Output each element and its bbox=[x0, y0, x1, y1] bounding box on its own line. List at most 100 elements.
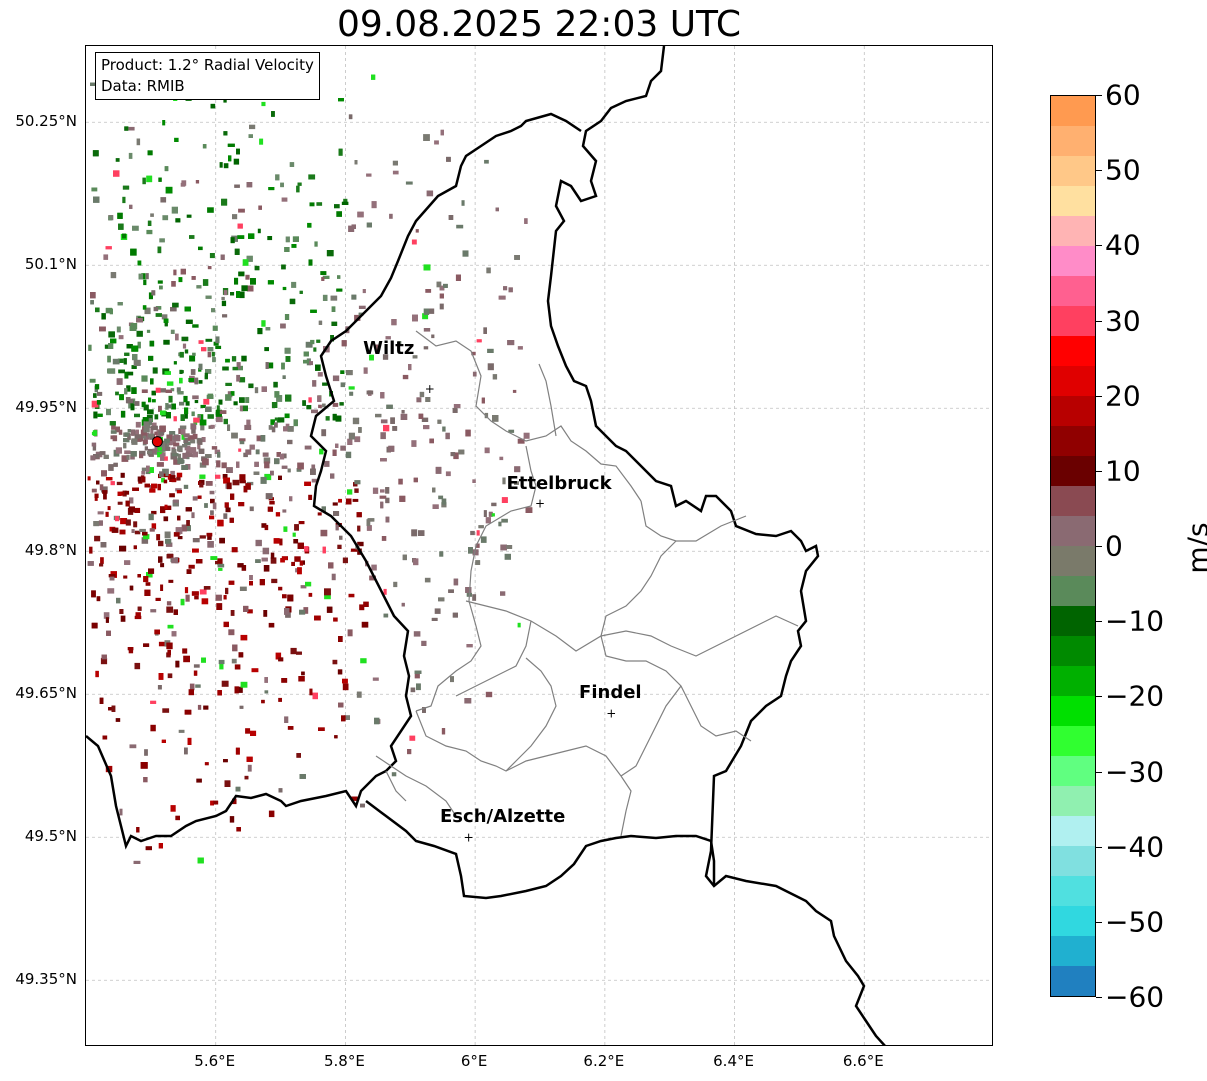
radar-echo-cell bbox=[483, 510, 487, 517]
radar-echo-cell bbox=[341, 201, 349, 205]
radar-echo-cell bbox=[472, 549, 479, 556]
radar-echo-cell bbox=[200, 404, 206, 408]
lon-tick-label: 6°E bbox=[460, 1052, 488, 1070]
radar-echo-cell bbox=[136, 317, 143, 323]
radar-echo-cell bbox=[127, 429, 131, 433]
radar-echo-cell bbox=[103, 492, 107, 500]
radar-echo-cell bbox=[134, 530, 141, 535]
radar-echo-cell bbox=[129, 325, 137, 331]
radar-echo-cell bbox=[275, 174, 280, 181]
radar-echo-cell bbox=[93, 411, 98, 419]
radar-echo-cell bbox=[164, 166, 169, 172]
radar-echo-cell bbox=[93, 196, 100, 203]
radar-echo-cell bbox=[90, 300, 94, 305]
radar-echo-cell bbox=[285, 236, 290, 243]
radar-echo-cell bbox=[162, 442, 166, 449]
map-title: 09.08.2025 22:03 UTC bbox=[336, 4, 742, 45]
radar-echo-cell bbox=[141, 471, 145, 475]
radar-echo-cell bbox=[159, 285, 163, 290]
radar-echo-cell bbox=[254, 387, 259, 394]
radar-echo-cell bbox=[514, 255, 520, 260]
radar-echo-cell bbox=[207, 536, 212, 540]
radar-echo-cell bbox=[301, 671, 305, 676]
radar-echo-cell bbox=[151, 422, 157, 429]
radar-echo-cell bbox=[205, 369, 212, 374]
radar-echo-cell bbox=[100, 657, 108, 665]
radar-echo-cell bbox=[239, 291, 245, 299]
radar-echo-cell bbox=[296, 753, 301, 758]
radar-echo-cell bbox=[108, 464, 114, 471]
radar-echo-cell bbox=[144, 589, 151, 596]
radar-echo-cell bbox=[347, 438, 353, 445]
radar-echo-cell bbox=[259, 138, 264, 145]
radar-echo-cell bbox=[235, 786, 241, 792]
radar-echo-cell bbox=[223, 131, 228, 136]
radar-echo-cell bbox=[245, 449, 252, 455]
radar-echo-cell bbox=[445, 471, 451, 477]
radar-echo-cell bbox=[213, 341, 219, 346]
radar-echo-cell bbox=[201, 657, 206, 663]
radar-echo-cell bbox=[234, 248, 240, 255]
radar-echo-cell bbox=[388, 445, 395, 452]
radar-echo-cell bbox=[374, 344, 379, 351]
radar-echo-cell bbox=[150, 700, 157, 704]
radar-echo-cell bbox=[182, 648, 188, 654]
radar-echo-cell bbox=[231, 356, 237, 362]
radar-echo-cell bbox=[141, 467, 147, 472]
radar-echo-cell bbox=[401, 410, 405, 414]
radar-echo-cell bbox=[261, 386, 267, 392]
radar-echo-cell bbox=[501, 518, 508, 523]
radar-echo-cell bbox=[348, 593, 355, 598]
radar-echo-cell bbox=[133, 359, 141, 366]
radar-echo-cell bbox=[130, 248, 137, 256]
radar-site-marker[interactable] bbox=[151, 436, 163, 448]
radar-echo-cell bbox=[184, 306, 191, 312]
radar-echo-cell bbox=[151, 523, 157, 530]
radar-echo-cell bbox=[145, 846, 152, 851]
radar-echo-cell bbox=[128, 506, 135, 513]
radar-echo-cell bbox=[179, 401, 185, 406]
radar-echo-cell bbox=[160, 197, 167, 203]
radar-echo-cell bbox=[299, 774, 306, 779]
radar-echo-cell bbox=[199, 419, 207, 426]
radar-echo-cell bbox=[198, 380, 203, 384]
radar-echo-cell bbox=[215, 345, 222, 349]
radar-echo-cell bbox=[264, 461, 270, 469]
radar-echo-cell bbox=[441, 498, 447, 505]
radar-echo-cell bbox=[197, 495, 202, 499]
radar-echo-cell bbox=[124, 450, 131, 454]
radar-echo-cell bbox=[147, 220, 152, 226]
radar-echo-cell bbox=[92, 430, 98, 436]
radar-echo-cell bbox=[105, 511, 109, 517]
radar-echo-cell bbox=[201, 347, 207, 352]
radar-echo-cell bbox=[99, 697, 104, 704]
radar-echo-cell bbox=[196, 778, 202, 783]
radar-echo-cell bbox=[238, 271, 245, 277]
radar-echo-cell bbox=[160, 563, 165, 568]
radar-echo-cell bbox=[308, 592, 313, 597]
radar-echo-cell bbox=[453, 578, 459, 586]
map-plot-area[interactable]: + + + + bbox=[85, 45, 993, 1046]
radar-echo-cell bbox=[352, 417, 360, 425]
radar-echo-cell bbox=[159, 425, 166, 432]
radar-echo-cell bbox=[226, 467, 233, 473]
radar-echo-cell bbox=[413, 477, 418, 483]
radar-echo-cell bbox=[342, 678, 348, 684]
radar-echo-cell bbox=[278, 697, 282, 702]
radar-echo-cell bbox=[448, 589, 454, 593]
borders bbox=[86, 46, 886, 1045]
radar-echo-cell bbox=[165, 469, 169, 476]
radar-echo-cell bbox=[491, 513, 495, 517]
radar-echo-cell bbox=[415, 229, 419, 233]
radar-echo-cell bbox=[392, 170, 399, 175]
radar-echo-cell bbox=[298, 521, 305, 525]
radar-echo-cell bbox=[481, 397, 485, 404]
radar-echo-cell bbox=[362, 289, 366, 294]
radar-echo-cell bbox=[89, 378, 96, 383]
radar-echo-cell bbox=[472, 479, 476, 483]
radar-echo-cell bbox=[351, 224, 356, 229]
radar-echo-cell bbox=[99, 451, 106, 455]
radar-echo-cell bbox=[221, 296, 225, 300]
lon-tick-label: 6.4°E bbox=[713, 1052, 754, 1070]
radar-echo-cell bbox=[224, 780, 231, 787]
